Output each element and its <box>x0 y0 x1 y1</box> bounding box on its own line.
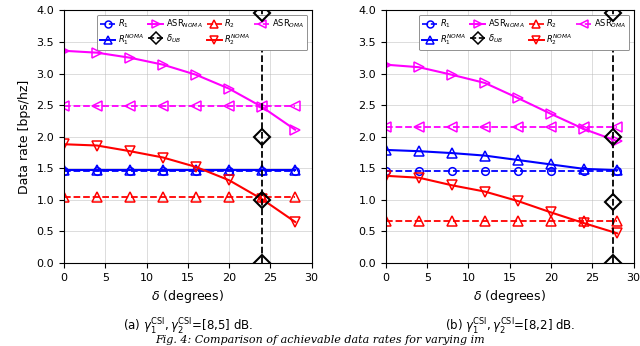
X-axis label: $\delta$ (degrees): $\delta$ (degrees) <box>474 288 546 305</box>
Legend: $R_1$, $R_1^{NOMA}$, $\mathrm{ASR}_{NOMA}$, $\delta_{UB}$, $R_2$, $R_2^{NOMA}$, : $R_1$, $R_1^{NOMA}$, $\mathrm{ASR}_{NOMA… <box>419 15 629 50</box>
Legend: $R_1$, $R_1^{NOMA}$, $\mathrm{ASR}_{NOMA}$, $\delta_{UB}$, $R_2$, $R_2^{NOMA}$, : $R_1$, $R_1^{NOMA}$, $\mathrm{ASR}_{NOMA… <box>97 15 307 50</box>
X-axis label: $\delta$ (degrees): $\delta$ (degrees) <box>152 288 224 305</box>
Text: Fig. 4: Comparison of achievable data rates for varying im: Fig. 4: Comparison of achievable data ra… <box>155 335 485 345</box>
Title: (b) $\gamma_1^{\mathrm{CSI}},\gamma_2^{\mathrm{CSI}}$=[8,2] dB.: (b) $\gamma_1^{\mathrm{CSI}},\gamma_2^{\… <box>445 317 575 337</box>
Y-axis label: Data rate [bps/hz]: Data rate [bps/hz] <box>18 80 31 194</box>
Title: (a) $\gamma_1^{\mathrm{CSI}},\gamma_2^{\mathrm{CSI}}$=[8,5] dB.: (a) $\gamma_1^{\mathrm{CSI}},\gamma_2^{\… <box>123 317 253 337</box>
